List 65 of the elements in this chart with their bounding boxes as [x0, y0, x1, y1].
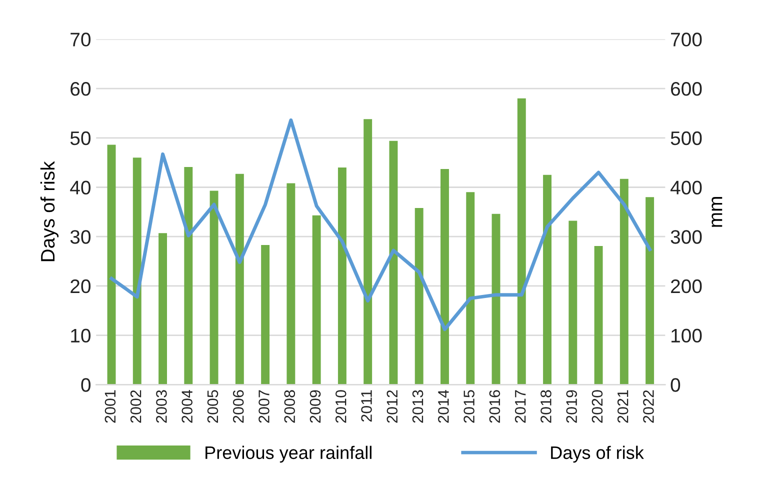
- x-tick-label: 2007: [258, 390, 270, 423]
- bar: [364, 119, 372, 385]
- x-tick-label: 2020: [592, 390, 603, 423]
- x-tick-label: 2021: [617, 390, 628, 423]
- y-tick-label: 40: [70, 180, 91, 194]
- bar: [568, 220, 578, 385]
- bar: [286, 183, 296, 385]
- legend-label: Previous year rainfall: [206, 446, 372, 463]
- y-tick-label: 30: [70, 230, 91, 244]
- x-tick-label: 2014: [438, 390, 449, 423]
- y2-tick-label: 600: [671, 82, 702, 96]
- y2-tick-label: 100: [672, 328, 702, 343]
- x-tick-label: 2006: [232, 390, 244, 423]
- y-axis-title: Days of risk: [40, 161, 59, 262]
- x-tick-label: 2005: [207, 390, 218, 423]
- x-tick-label: 2015: [464, 390, 474, 423]
- x-tick-label: 2012: [386, 390, 398, 423]
- y-tick-label: 10: [71, 328, 91, 343]
- legend-label: Days of risk: [551, 446, 644, 463]
- bar: [389, 140, 398, 385]
- bar: [338, 168, 346, 385]
- x-tick-label: 2013: [412, 390, 424, 423]
- y-tick-label: 60: [70, 82, 91, 96]
- x-tick-label: 2008: [284, 390, 296, 423]
- y-tick-label: 0: [81, 378, 91, 392]
- y-tick-label: 70: [70, 32, 91, 46]
- x-tick-label: 2016: [489, 390, 500, 423]
- bar: [261, 244, 270, 385]
- bar: [517, 98, 526, 385]
- y2-tick-label: 700: [671, 32, 702, 46]
- y2-tick-label: 0: [670, 378, 680, 392]
- bar: [414, 208, 424, 385]
- bar: [646, 197, 654, 385]
- x-tick-label: 2004: [182, 390, 193, 423]
- y2-tick-label: 400: [670, 180, 702, 194]
- bar: [107, 144, 116, 385]
- bar: [492, 214, 500, 385]
- y-tick-label: 20: [70, 279, 91, 294]
- bar: [158, 233, 167, 385]
- x-tick-label: 2017: [514, 390, 526, 423]
- bar: [620, 178, 628, 385]
- bar: [184, 167, 193, 385]
- bar: [235, 174, 244, 385]
- x-tick-label: 2011: [361, 390, 372, 422]
- x-tick-label: 2001: [104, 390, 116, 423]
- bar: [440, 168, 449, 385]
- y2-tick-label: 200: [671, 279, 702, 294]
- line-series: [110, 118, 652, 332]
- y2-axis-title: mm: [712, 197, 722, 227]
- x-tick-label: 2019: [566, 390, 578, 423]
- bar: [594, 246, 603, 385]
- bar: [466, 192, 475, 385]
- bar: [312, 215, 321, 385]
- x-tick-label: 2002: [130, 390, 142, 423]
- y-tick-label: 50: [70, 131, 91, 146]
- x-tick-label: 2018: [540, 390, 552, 423]
- bar: [132, 158, 142, 385]
- bar: [543, 174, 552, 385]
- x-tick-label: 2003: [156, 390, 167, 423]
- x-tick-label: 2009: [310, 390, 321, 423]
- x-tick-label: 2010: [335, 390, 346, 423]
- y2-tick-label: 500: [670, 131, 702, 146]
- x-tick-label: 2022: [643, 390, 654, 423]
- bar: [210, 190, 218, 385]
- y2-tick-label: 300: [670, 230, 702, 244]
